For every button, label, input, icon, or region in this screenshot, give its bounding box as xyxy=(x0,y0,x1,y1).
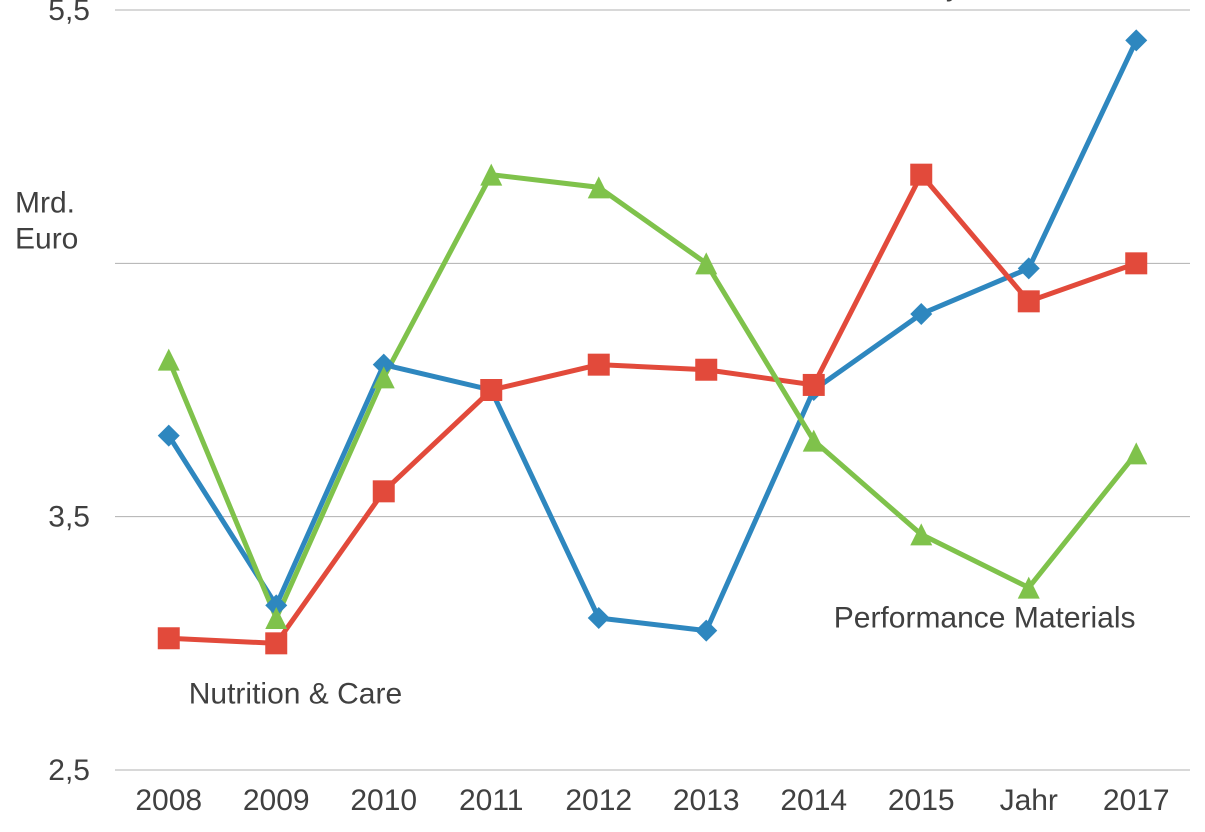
x-tick-label: 2015 xyxy=(888,784,955,817)
marker-square xyxy=(1018,290,1040,312)
x-tick-label: 2012 xyxy=(565,784,632,817)
x-tick-label: Jahr xyxy=(1000,784,1058,817)
marker-square xyxy=(373,480,395,502)
series-label: Resource Efficiency xyxy=(696,0,961,2)
y-axis-title: Euro xyxy=(15,223,78,256)
series-line xyxy=(169,40,1137,630)
marker-square xyxy=(803,374,825,396)
line-chart: 2,5 3,5 5,5 Mrd.Euro 2008 2009 2010 2011 2012 201… xyxy=(0,0,1205,832)
marker-square xyxy=(910,164,932,186)
y-tick-label: 5,5 xyxy=(48,0,90,27)
marker-diamond xyxy=(1125,29,1147,51)
x-tick-label: 2013 xyxy=(673,784,740,817)
marker-square xyxy=(158,627,180,649)
marker-diamond xyxy=(588,607,610,629)
marker-triangle xyxy=(1125,442,1147,464)
y-tick-label: 3,5 xyxy=(48,501,90,534)
marker-triangle xyxy=(158,349,180,371)
series-label: Performance Materials xyxy=(834,602,1136,635)
marker-triangle xyxy=(265,607,287,629)
marker-square xyxy=(588,354,610,376)
marker-square xyxy=(265,632,287,654)
x-tick-label: 2017 xyxy=(1103,784,1170,817)
marker-triangle xyxy=(803,430,825,452)
x-tick-label: 2010 xyxy=(350,784,417,817)
marker-square xyxy=(1125,252,1147,274)
x-tick-label: 2008 xyxy=(135,784,202,817)
x-tick-label: 2014 xyxy=(780,784,847,817)
marker-diamond xyxy=(1018,257,1040,279)
marker-square xyxy=(695,359,717,381)
series-line xyxy=(169,175,1137,618)
x-tick-label: 2009 xyxy=(243,784,310,817)
marker-square xyxy=(480,379,502,401)
marker-diamond xyxy=(695,620,717,642)
series-label: Nutrition & Care xyxy=(189,677,402,710)
series-line xyxy=(169,175,1137,644)
x-tick-label: 2011 xyxy=(459,784,524,817)
y-axis-title: Mrd. xyxy=(15,187,75,220)
y-tick-label: 2,5 xyxy=(48,754,90,787)
